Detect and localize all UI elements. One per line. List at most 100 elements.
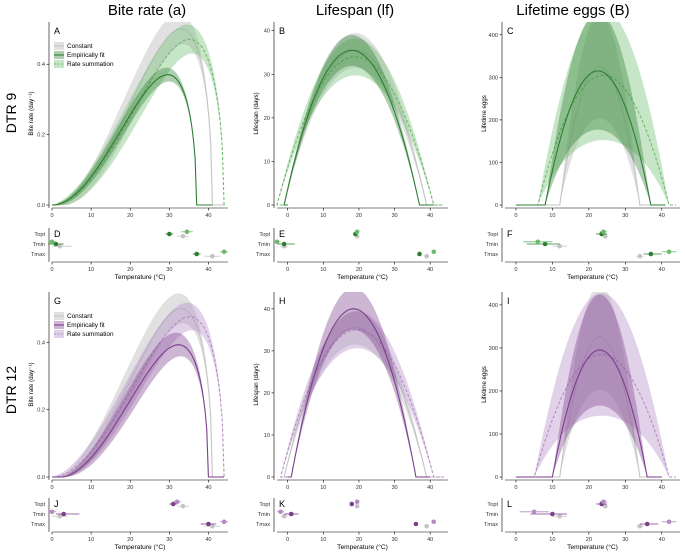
y-tick-label: 30 [264,72,270,78]
panel-h-ylabel: Lifespan (days) [253,363,260,405]
x-tick-label: 40 [205,537,211,543]
panel-c-band-empirically-fit [545,22,651,205]
panel-k-point-topt [354,499,360,505]
x-tick-label: 0 [50,485,53,491]
param-label-tmin: Tmin [486,242,498,248]
column-title-bite-rate: Bite rate (a) [108,2,186,19]
x-tick-label: 10 [320,213,326,219]
panel-d-point-tmax [221,249,227,255]
panel-b-line-rate-summation [276,56,444,206]
x-tick-label: 0 [514,213,517,219]
panel-i-line-constant [515,336,655,478]
x-tick-label: 0 [286,485,289,491]
panel-d: 0 10 20 30 40 Topt Tmin Tmax Temperature (°C) D [31,228,228,281]
panel-g: 0 10 20 30 40 0.0 0.2 0.4 Bite rate (day⁻¹) G Cons… [28,292,228,491]
panel-g-line-rate-summation [51,316,225,478]
param-label-tmin: Tmin [33,512,45,518]
panel-c-ylabel: Lifetime eggs [481,95,488,132]
panel-j-point-tmin [61,511,67,517]
y-tick-label: 200 [489,389,498,395]
x-tick-label: 0 [50,267,53,273]
x-tick-label: 30 [391,485,397,491]
column-title-lifespan: Lifespan (lf) [316,2,394,19]
x-tick-label: 40 [427,485,433,491]
x-tick-label: 20 [356,213,362,219]
param-label-tmax: Tmax [256,522,270,528]
param-label-tmax: Tmax [31,252,45,258]
x-tick-label: 0 [286,213,289,219]
x-tick-label: 20 [356,537,362,543]
panel-h-band-constant [284,310,427,477]
panel-f-point-tmin [542,241,548,247]
panel-a-band-constant [59,22,213,205]
panel-k-point-topt [354,503,360,509]
x-tick-label: 40 [659,213,665,219]
panel-i-band-empirically-fit [552,294,648,477]
panel-e-point-tmin [281,241,287,247]
param-label-topt: Topt [34,502,45,508]
panel-d-letter: D [54,229,61,239]
x-tick-label: 20 [127,213,133,219]
x-tick-label: 20 [127,267,133,273]
panel-f: 0 10 20 30 40 Topt Tmin Tmax Temperature (°C) F [484,228,680,281]
legend-label: Rate summation [67,331,114,338]
param-label-topt: Topt [487,502,498,508]
x-tick-label: 30 [391,537,397,543]
row-title-dtr9: DTR 9 [3,93,19,134]
x-tick-label: 0 [286,537,289,543]
x-tick-label: 30 [622,267,628,273]
x-tick-label: 30 [166,267,172,273]
panel-d-point-tmax [210,253,215,259]
param-label-tmin: Tmin [258,242,270,248]
x-tick-label: 10 [549,485,555,491]
y-tick-label: 0.4 [37,62,45,68]
panel-e-point-tmax [431,249,437,255]
x-tick-label: 30 [166,485,172,491]
panel-i-ylabel: Lifetime eggs [481,366,488,403]
panel-k-point-topt [349,501,355,507]
x-tick-label: 30 [391,267,397,273]
x-tick-label: 20 [586,213,592,219]
panel-d-point-tmin [49,239,55,245]
panel-k-point-tmax [431,519,437,525]
y-tick-label: 300 [489,75,498,81]
x-tick-label: 20 [127,485,133,491]
panel-c-band-rate-summation [537,22,670,205]
panel-j-point-tmax [210,523,215,529]
y-tick-label: 0 [267,203,270,209]
panel-k: 0 10 20 30 40 Topt Tmin Tmax Temperature (°C) K [256,498,448,551]
y-tick-label: 0.0 [37,203,45,209]
panel-f-xlabel: Temperature (°C) [567,273,618,281]
y-tick-label: 0.2 [37,133,45,139]
x-tick-label: 40 [427,213,433,219]
x-tick-label: 0 [514,267,517,273]
y-tick-label: 0 [495,203,498,209]
panel-f-letter: F [507,229,513,239]
panel-c-line-constant [515,66,655,206]
panel-h-line-empirically-fit [287,308,431,478]
panel-l-letter: L [507,499,512,509]
y-tick-label: 40 [264,307,270,313]
panel-j-point-tmin [57,513,63,519]
panel-b: 0 10 20 30 40 0 10 20 30 40 Lifespan (days) B [253,22,448,219]
param-label-tmin: Tmin [486,512,498,518]
panel-l-point-tmax [637,523,643,529]
y-tick-label: 10 [264,159,270,165]
panel-j-point-tmin [49,509,55,515]
panel-b-band-constant [284,32,427,206]
panel-l-point-tmin [550,511,555,517]
panel-a-line-empirically-fit [51,74,213,206]
param-label-tmax: Tmax [484,252,498,258]
panel-f-point-topt [601,229,606,235]
panel-b-line-empirically-fit [283,49,434,206]
legend-label: Empirically fit [67,52,105,59]
panel-i-line-empirically-fit [515,349,662,478]
panel-g-letter: G [54,296,61,306]
panel-l-point-tmax [666,519,672,525]
y-tick-label: 40 [264,29,270,35]
panel-c-band-constant [559,22,640,205]
panel-f-point-tmax [666,249,672,255]
panel-i-band-rate-summation [534,293,670,477]
panel-h-band-rate-summation [280,311,434,477]
